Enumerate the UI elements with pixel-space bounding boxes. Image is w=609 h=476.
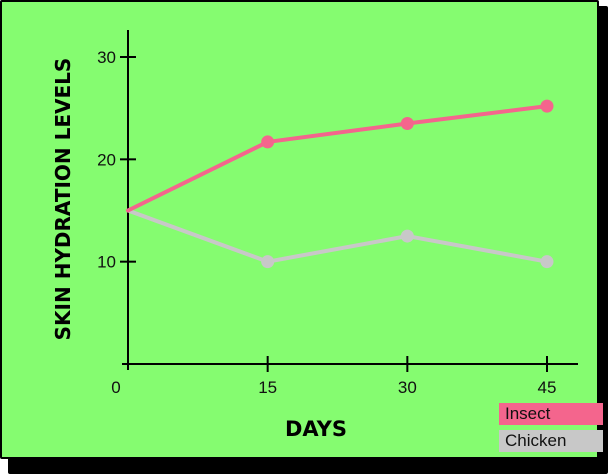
legend-item-insect: Insect — [499, 403, 603, 425]
tick-labels: 10 20 30 0 15 30 45 — [97, 48, 556, 397]
chart-panel — [0, 0, 599, 459]
data-point-insect — [400, 117, 414, 131]
y-tick-label: 10 — [97, 253, 116, 272]
x-tick-label: 45 — [538, 378, 557, 397]
x-tick-label: 0 — [111, 378, 120, 397]
x-tick-label: 30 — [398, 378, 417, 397]
data-point-chicken — [400, 229, 414, 243]
series-points — [261, 99, 554, 269]
x-axis-title: DAYS — [285, 417, 347, 441]
axes — [120, 30, 578, 372]
y-axis-title: SKIN HYDRATION LEVELS — [51, 58, 75, 341]
series-line-chicken — [126, 208, 549, 264]
series-lines — [126, 104, 549, 264]
data-point-insect — [261, 135, 275, 149]
x-tick-label: 15 — [258, 378, 277, 397]
data-point-insect — [540, 99, 554, 113]
data-point-chicken — [540, 255, 554, 269]
y-tick-label: 30 — [97, 48, 116, 67]
legend-item-chicken: Chicken — [499, 430, 603, 452]
y-tick-label: 20 — [97, 150, 116, 169]
series-line-insect — [126, 104, 549, 213]
data-point-chicken — [261, 255, 275, 269]
